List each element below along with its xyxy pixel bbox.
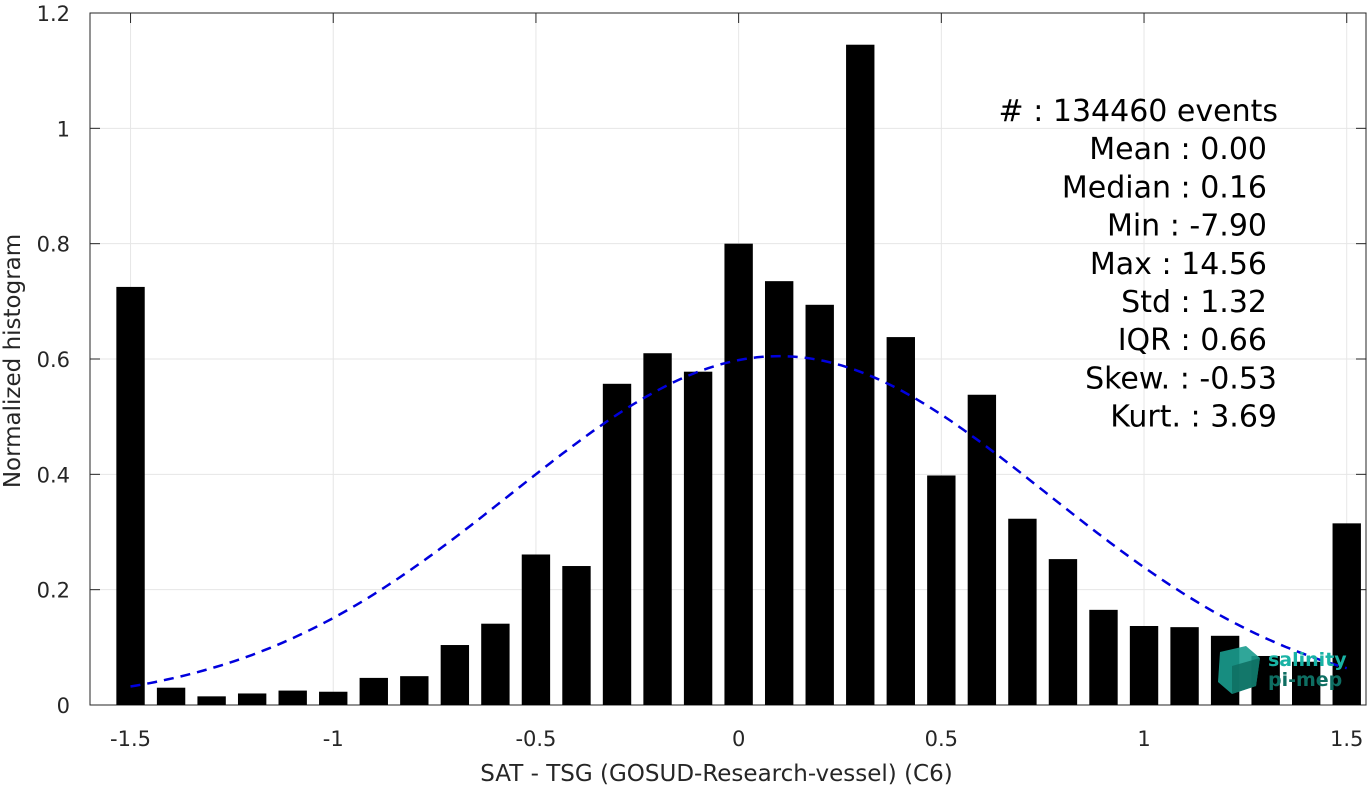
- y-tick-label: 0.6: [37, 348, 70, 372]
- logo-text-top: salinity: [1268, 649, 1347, 671]
- x-tick-label: -1: [323, 727, 344, 751]
- histogram-bar: [562, 566, 591, 705]
- histogram-bar: [237, 693, 267, 705]
- histogram-bar: [846, 44, 875, 705]
- stat-line: Std : 1.32: [1121, 285, 1267, 320]
- histogram-bar: [116, 286, 145, 705]
- y-tick-label: 1.2: [37, 2, 70, 26]
- histogram-bar: [1089, 609, 1118, 705]
- stat-line: Min : -7.90: [1107, 209, 1267, 244]
- stat-line: Kurt. : 3.69: [1110, 400, 1277, 435]
- x-tick-label: -0.5: [515, 727, 556, 751]
- histogram-bar: [1292, 661, 1321, 705]
- histogram-bar: [521, 554, 551, 705]
- stat-line: Median : 0.16: [1062, 170, 1267, 205]
- x-tick-label: 0: [732, 727, 745, 751]
- histogram-bar: [1048, 559, 1078, 705]
- y-axis-title: Normalized histogram: [0, 234, 26, 488]
- x-axis-title: SAT - TSG (GOSUD-Research-vessel) (C6): [480, 761, 952, 785]
- stat-line: Mean : 0.00: [1089, 132, 1267, 167]
- stat-line: IQR : 0.66: [1118, 323, 1267, 358]
- histogram-bar: [400, 676, 429, 705]
- histogram-bar: [1129, 625, 1159, 705]
- histogram-bar: [1008, 518, 1037, 705]
- histogram-bar: [278, 690, 307, 705]
- logo-text-bottom: pi-mep: [1268, 669, 1342, 691]
- salinity-pi-mep-logo: salinity pi-mep: [1218, 646, 1347, 694]
- histogram-bar: [481, 623, 510, 705]
- histogram-bar: [197, 696, 226, 705]
- stat-line: Skew. : -0.53: [1085, 361, 1277, 396]
- x-tick-label: -1.5: [110, 727, 151, 751]
- histogram-bar: [156, 687, 186, 705]
- y-tick-label: 1: [57, 117, 70, 141]
- y-tick-label: 0.8: [37, 233, 70, 257]
- stat-line: Max : 14.56: [1090, 247, 1267, 282]
- axis-ticks: -1.5 -1 -0.5 0 0.5 1 1.5 0 0.2 0.4 0.6 0.8 1 1.2: [37, 2, 1366, 751]
- histogram-bars: [116, 44, 1361, 705]
- histogram-bar: [683, 371, 713, 705]
- histogram-bar: [805, 304, 834, 705]
- logo-cube-shade: [1232, 658, 1260, 694]
- histogram-bar: [724, 243, 753, 705]
- histogram-bar: [1170, 627, 1199, 705]
- histogram-bar: [764, 281, 794, 705]
- y-tick-label: 0.2: [37, 579, 70, 603]
- histogram-bar: [602, 383, 632, 705]
- gaussian-fit-curve: [130, 354, 1348, 688]
- x-tick-label: 1: [1137, 727, 1150, 751]
- histogram-bar: [1332, 523, 1361, 705]
- histogram-bar: [967, 394, 997, 705]
- histogram-bar: [440, 645, 470, 705]
- histogram-bar: [359, 677, 388, 705]
- y-tick-label: 0.4: [37, 463, 70, 487]
- histogram-bar: [886, 337, 915, 705]
- x-tick-label: 1.5: [1330, 727, 1363, 751]
- histogram-bar: [927, 475, 956, 705]
- x-tick-label: 0.5: [925, 727, 958, 751]
- histogram-bar: [643, 353, 672, 705]
- histogram-bar: [319, 691, 348, 705]
- y-tick-label: 0: [57, 694, 70, 718]
- stat-line: # : 134460 events: [999, 94, 1278, 129]
